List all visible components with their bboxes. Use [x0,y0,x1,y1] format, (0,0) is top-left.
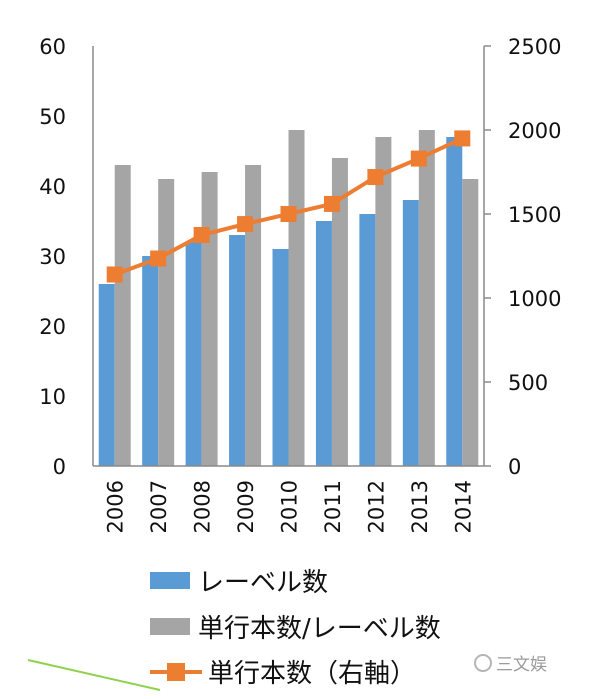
legend-swatch-labels [150,572,190,589]
right-tick-label: 2000 [508,119,561,143]
line-marker-2011 [323,195,340,212]
bar-labels-2014 [446,137,463,466]
left-tick-label: 30 [39,245,66,269]
left-tick-label: 50 [39,105,66,129]
bar-labels-2008 [185,242,202,466]
bar-labels-2007 [142,256,159,466]
left-tick-label: 0 [53,455,66,479]
line-series [106,130,471,283]
x-tick-label: 2013 [408,480,432,533]
right-tick-label: 0 [508,455,521,479]
bar-ratio-2006 [114,165,131,466]
left-tick-label: 40 [39,175,66,199]
legend-item-volumes: 単行本数（右軸） [150,653,416,690]
wechat-icon [474,653,492,672]
legend-item-ratio: 単行本数/レーベル数 [150,608,441,645]
bar-ratio-2008 [201,172,218,466]
line-marker-2010 [280,206,297,222]
x-tick-label: 2014 [451,480,475,533]
x-tick-label: 2010 [278,480,302,533]
left-tick-label: 10 [39,385,66,409]
x-tick-label: 2011 [321,480,345,533]
line-marker-2014 [454,130,471,147]
bar-ratio-2013 [418,130,435,466]
right-tick-label: 1500 [508,203,561,227]
watermark: 三文娱 [474,650,547,675]
line-marker-2006 [106,266,123,283]
right-tick-label: 2500 [508,35,561,59]
legend-item-labels: レーベル数 [150,562,328,599]
bar-ratio-2010 [288,130,305,466]
x-tick-label: 2006 [104,480,128,533]
bar-labels-2012 [359,214,376,466]
bars [98,130,479,466]
bar-ratio-2009 [245,165,262,466]
bar-labels-2006 [98,284,115,466]
x-tick-label: 2012 [364,480,388,533]
legend-text-ratio: 単行本数/レーベル数 [198,614,441,644]
x-tick-label: 2009 [234,480,258,533]
left-tick-label: 20 [39,315,66,339]
x-axis-tick-labels: 2006 2007 2008 2009 2010 2011 2012 2013 2014 [104,480,476,533]
legend-swatch-ratio [150,618,190,635]
line-marker-2009 [237,216,254,233]
line-marker-2007 [150,250,167,267]
line-marker-2008 [193,227,210,243]
legend-text-volumes: 単行本数（右軸） [208,659,417,689]
line-marker-2013 [410,150,427,167]
axes [92,45,491,467]
left-axis-tick-labels: 0 10 20 30 40 50 60 [39,35,66,479]
bar-ratio-2011 [331,158,348,466]
line-marker-2012 [367,169,384,186]
bar-labels-2013 [402,200,419,466]
decorative-green-line [27,659,161,691]
x-tick-label: 2007 [147,480,171,533]
bar-ratio-2014 [462,179,479,466]
left-tick-label: 60 [39,35,66,59]
right-tick-label: 1000 [508,287,561,311]
x-tick-label: 2008 [191,480,215,533]
bar-ratio-2007 [158,179,175,466]
watermark-text: 三文娱 [496,655,547,675]
bar-labels-2009 [229,235,246,466]
bar-labels-2011 [315,221,332,466]
bar-labels-2010 [272,249,289,466]
right-axis-tick-labels: 0 500 1000 1500 2000 2500 [508,35,561,479]
legend-swatch-volumes [150,660,202,684]
legend-text-labels: レーベル数 [198,568,329,598]
bar-ratio-2012 [375,137,392,466]
right-tick-label: 500 [508,371,548,395]
